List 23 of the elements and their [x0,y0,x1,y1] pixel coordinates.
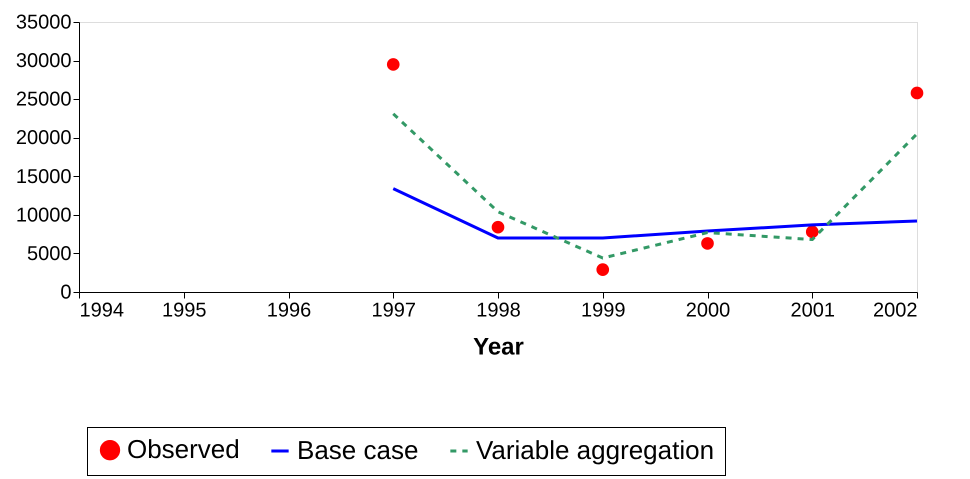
x-tick-label: 1998 [476,300,521,322]
x-tick-label: 2001 [790,300,835,322]
y-tick-label: 10000 [16,204,72,226]
x-tick-label: 1997 [372,300,416,322]
y-tick-label: 30000 [16,50,72,72]
y-tick-label: 25000 [16,88,72,111]
legend-label: Base case [297,435,418,465]
line-series [392,112,918,260]
x-tick-label: 1999 [581,300,626,322]
y-tick-label: 15000 [16,166,72,188]
x-tick-label: 1995 [162,300,206,322]
y-tick-label: 20000 [16,127,72,150]
y-tick-label: 5000 [27,242,72,265]
x-tick-label: 2002 [873,300,918,322]
x-tick-label: 2000 [686,300,730,322]
y-tick-label: 35000 [16,12,72,34]
line-series [392,187,918,240]
x-tick-label: 1996 [266,300,312,322]
legend-label: Variable aggregation [476,435,714,465]
x-tick-label: 1994 [80,300,124,322]
x-axis-title: Year [473,334,524,360]
y-tick-label: 0 [60,282,72,304]
legend-label: Observed [127,434,240,464]
